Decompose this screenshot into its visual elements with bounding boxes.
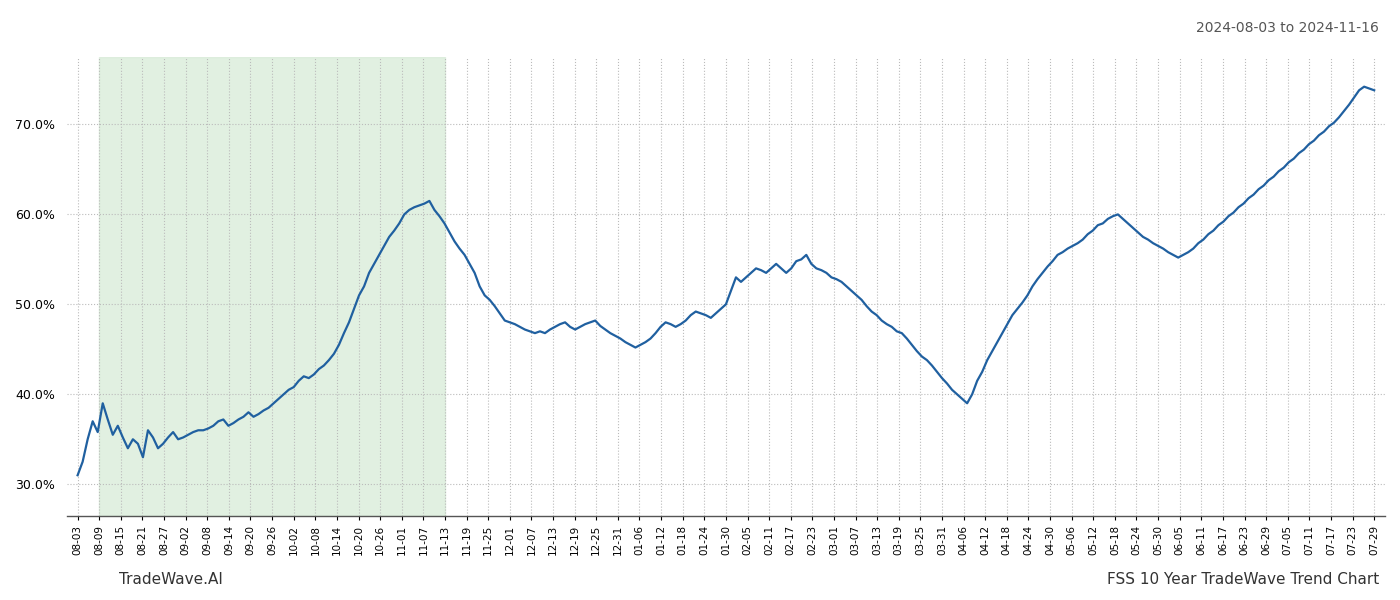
Text: FSS 10 Year TradeWave Trend Chart: FSS 10 Year TradeWave Trend Chart <box>1107 572 1379 587</box>
Text: 2024-08-03 to 2024-11-16: 2024-08-03 to 2024-11-16 <box>1196 21 1379 35</box>
Text: TradeWave.AI: TradeWave.AI <box>119 572 223 587</box>
Bar <box>99 57 445 516</box>
